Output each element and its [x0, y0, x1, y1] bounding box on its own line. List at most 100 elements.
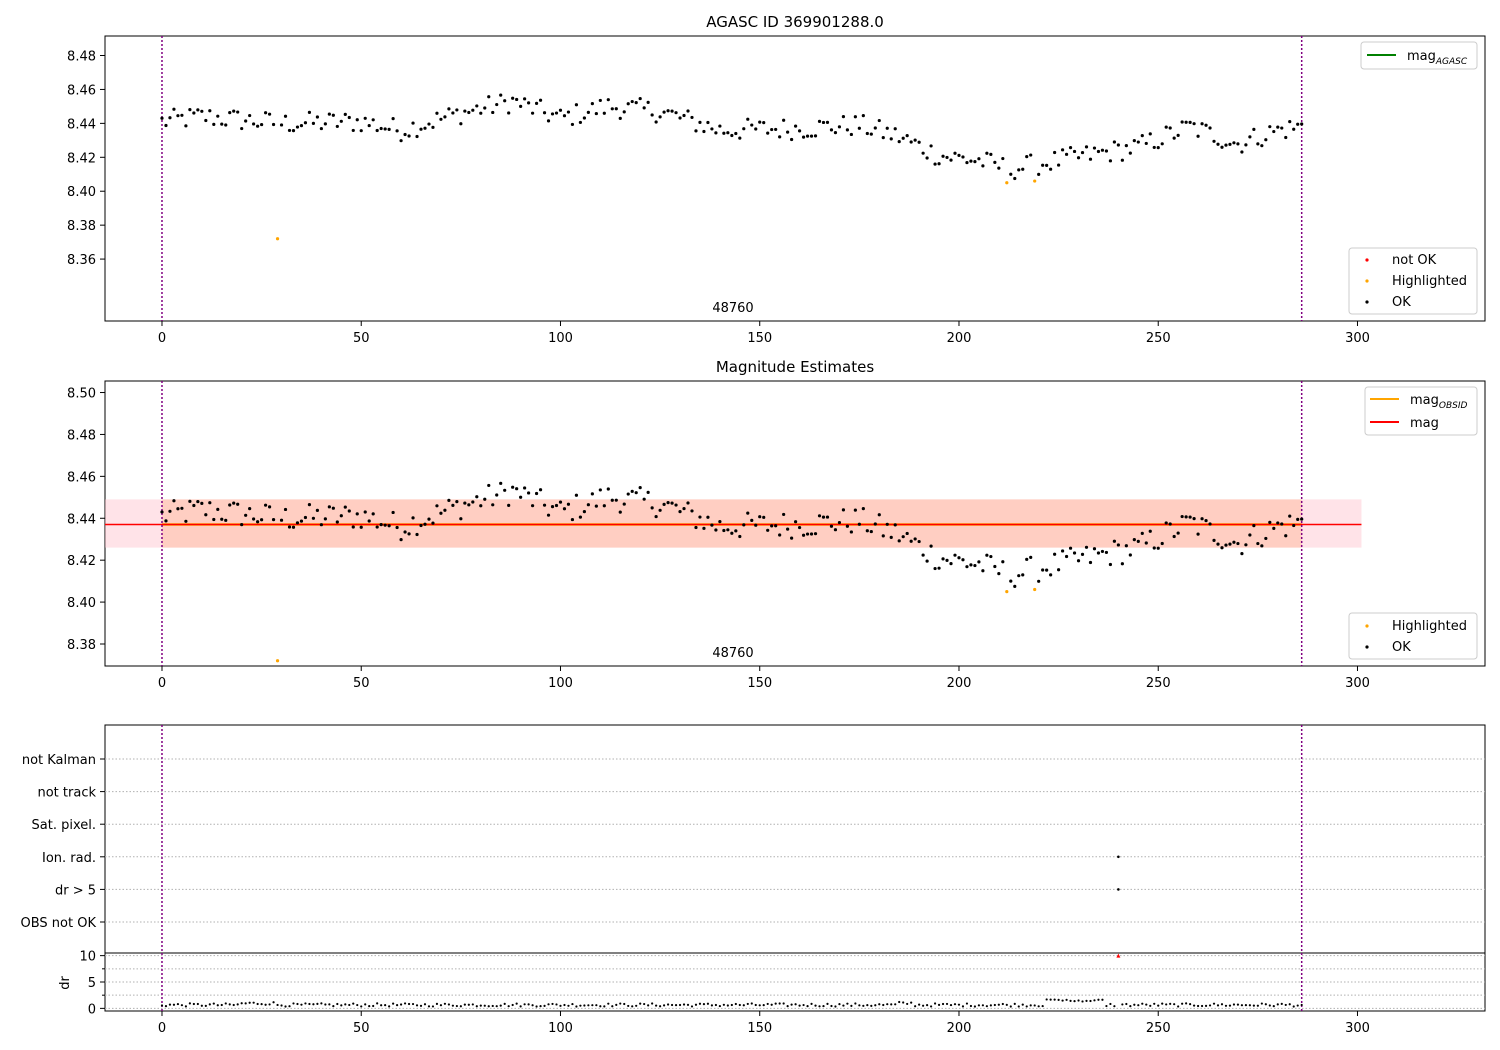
y-tick-label: 8.42 — [67, 151, 96, 166]
data-point — [1176, 133, 1180, 137]
data-point — [1072, 149, 1077, 154]
data-point — [877, 118, 881, 123]
data-point — [1037, 172, 1041, 176]
data-point — [965, 160, 969, 165]
data-point — [833, 528, 838, 532]
data-point — [192, 503, 196, 508]
dr-point — [718, 1004, 721, 1008]
data-point — [881, 136, 885, 140]
data-point — [1116, 543, 1120, 547]
data-point — [1072, 551, 1077, 555]
data-point — [546, 513, 551, 517]
data-point — [1256, 142, 1260, 146]
data-point — [965, 565, 969, 569]
data-point — [1005, 181, 1009, 185]
data-point — [228, 111, 232, 115]
dr-point — [491, 1004, 494, 1008]
data-point — [650, 506, 654, 510]
data-point — [1116, 143, 1120, 147]
data-point — [1017, 168, 1021, 172]
data-point — [622, 502, 626, 506]
data-point — [1088, 560, 1093, 565]
data-point — [307, 110, 312, 114]
data-point — [801, 533, 806, 537]
dr-point — [204, 1004, 207, 1007]
dr-point — [407, 1002, 411, 1006]
data-point — [1045, 568, 1049, 572]
dr-point — [926, 1004, 929, 1007]
y-tick-label: 8.38 — [67, 219, 96, 234]
data-point — [271, 122, 276, 127]
legend-highlighted-marker — [1365, 279, 1369, 283]
data-point — [578, 515, 583, 519]
data-point — [188, 108, 192, 112]
data-point — [1256, 541, 1260, 546]
data-point — [666, 501, 670, 505]
data-point — [1296, 517, 1300, 521]
data-point — [208, 109, 212, 113]
data-point — [1041, 568, 1045, 572]
data-point — [1076, 156, 1081, 160]
x-tick-label: 150 — [747, 331, 772, 346]
data-point — [929, 544, 933, 548]
flag-label: dr > 5 — [55, 883, 96, 898]
dr-point — [1284, 1003, 1287, 1007]
data-point — [973, 563, 977, 568]
data-point — [945, 558, 949, 562]
data-point — [204, 513, 208, 517]
dr-point — [1097, 998, 1100, 1001]
data-point — [267, 505, 272, 509]
dr-point — [1252, 1004, 1255, 1007]
data-point — [1188, 120, 1192, 125]
flag-label: Ion. rad. — [42, 851, 96, 866]
data-point — [204, 118, 208, 123]
data-point — [778, 533, 782, 537]
dr-point — [702, 1003, 706, 1006]
dr-point — [874, 1004, 877, 1007]
data-point — [475, 104, 479, 108]
data-point — [534, 101, 539, 105]
dr-point — [1204, 1004, 1208, 1007]
data-point — [538, 488, 543, 492]
dr-point — [483, 1004, 486, 1007]
dr-point — [208, 1003, 211, 1006]
dr-point — [969, 1004, 973, 1008]
panel3-interval-lines — [161, 725, 1303, 953]
data-point — [463, 501, 467, 505]
data-point — [491, 110, 495, 115]
data-point — [447, 107, 451, 111]
dr-point — [451, 1004, 454, 1007]
data-point — [355, 512, 359, 516]
panel1-axes-frame — [104, 35, 1486, 322]
dr-point — [515, 1002, 518, 1005]
dr-point — [495, 1005, 498, 1008]
data-point — [550, 112, 555, 116]
data-point — [1244, 143, 1248, 147]
data-point — [307, 503, 312, 507]
data-point — [698, 515, 702, 519]
dr-point — [316, 1002, 319, 1005]
data-point — [610, 107, 614, 111]
data-point — [642, 497, 646, 501]
data-point — [1180, 514, 1184, 519]
dr-point — [1280, 1002, 1283, 1005]
panel2-x-ticks: 0 50 100 150 200 250 300 — [158, 666, 1370, 691]
dr-point — [503, 1002, 506, 1005]
data-point — [192, 111, 196, 115]
x-tick-label: 0 — [158, 1021, 166, 1036]
data-point — [833, 131, 838, 135]
dr-clipped-marker — [1116, 953, 1121, 958]
data-point — [363, 116, 367, 120]
data-point — [527, 491, 531, 495]
data-point — [291, 525, 296, 529]
data-point — [1248, 135, 1252, 139]
data-point — [837, 125, 842, 129]
data-point — [232, 501, 236, 505]
panel4-grid — [105, 955, 1485, 1009]
data-point — [216, 507, 220, 511]
data-point — [1124, 544, 1128, 548]
dr-point — [1256, 1004, 1259, 1007]
y-tick-label: 8.48 — [67, 50, 96, 65]
data-point — [1252, 524, 1256, 528]
